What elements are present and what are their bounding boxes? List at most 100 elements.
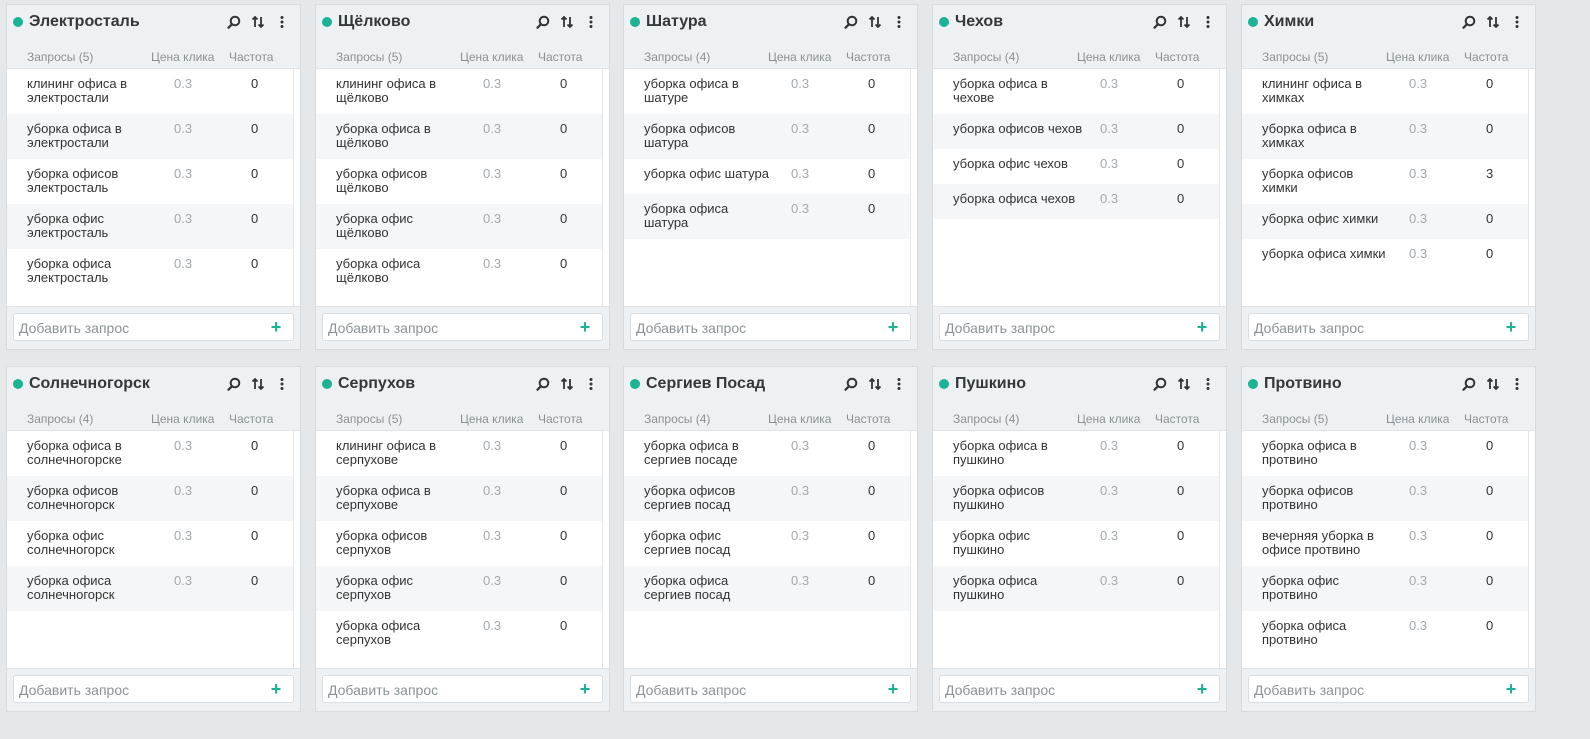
search-icon[interactable] [1457,10,1481,34]
queries-count-header[interactable]: Запросы (4) [953,50,1020,64]
price-header[interactable]: Цена клика [1077,50,1141,64]
query-row[interactable]: вечерняя уборка в офисе протвино 0.3 0 [1242,521,1528,566]
kebab-menu-icon[interactable] [1505,10,1529,34]
add-query-input[interactable] [940,314,1189,342]
query-row[interactable]: уборка офисов солнечногорск 0.3 0 [7,476,293,521]
query-row[interactable]: уборка офиса в сергиев посаде 0.3 0 [624,431,910,476]
query-row[interactable]: уборка офиса протвино 0.3 0 [1242,611,1528,656]
sort-icon[interactable] [1481,10,1505,34]
query-row[interactable]: уборка офисов шатура 0.3 0 [624,114,910,159]
frequency-header[interactable]: Частота [846,50,891,64]
kebab-menu-icon[interactable] [887,10,911,34]
query-row[interactable]: клининг офиса в электростали 0.3 0 [7,69,293,114]
query-row[interactable]: уборка офисов электросталь 0.3 0 [7,159,293,204]
sort-icon[interactable] [1481,372,1505,396]
frequency-header[interactable]: Частота [1155,412,1200,426]
add-query-input[interactable] [1249,314,1498,342]
query-row[interactable]: уборка офисов сергиев посад 0.3 0 [624,476,910,521]
query-row[interactable]: уборка офисов серпухов 0.3 0 [316,521,602,566]
query-row[interactable]: уборка офис серпухов 0.3 0 [316,566,602,611]
plus-icon[interactable]: + [1196,679,1208,699]
search-icon[interactable] [839,10,863,34]
frequency-header[interactable]: Частота [1464,412,1509,426]
sort-icon[interactable] [555,10,579,34]
sort-icon[interactable] [246,372,270,396]
query-row[interactable]: уборка офиса химки 0.3 0 [1242,239,1528,274]
search-icon[interactable] [222,10,246,34]
frequency-header[interactable]: Частота [229,50,274,64]
kebab-menu-icon[interactable] [270,372,294,396]
frequency-header[interactable]: Частота [229,412,274,426]
query-row[interactable]: уборка офисов пушкино 0.3 0 [933,476,1219,521]
sort-icon[interactable] [246,10,270,34]
plus-icon[interactable]: + [1196,317,1208,337]
query-row[interactable]: уборка офиса в электростали 0.3 0 [7,114,293,159]
query-row[interactable]: уборка офис протвино 0.3 0 [1242,566,1528,611]
query-row[interactable]: уборка офиса сергиев посад 0.3 0 [624,566,910,611]
search-icon[interactable] [839,372,863,396]
query-row[interactable]: уборка офиса электросталь 0.3 0 [7,249,293,294]
query-row[interactable]: уборка офис химки 0.3 0 [1242,204,1528,239]
query-row[interactable]: клининг офиса в серпухове 0.3 0 [316,431,602,476]
add-query-input[interactable] [14,676,263,704]
plus-icon[interactable]: + [887,317,899,337]
query-row[interactable]: уборка офиса в пушкино 0.3 0 [933,431,1219,476]
sort-icon[interactable] [1172,372,1196,396]
search-icon[interactable] [1148,10,1172,34]
query-row[interactable]: уборка офиса в серпухове 0.3 0 [316,476,602,521]
add-query-input[interactable] [14,314,263,342]
query-row[interactable]: уборка офис солнечногорск 0.3 0 [7,521,293,566]
frequency-header[interactable]: Частота [1155,50,1200,64]
queries-count-header[interactable]: Запросы (5) [27,50,94,64]
query-row[interactable]: уборка офиса серпухов 0.3 0 [316,611,602,656]
query-row[interactable]: клининг офиса в щёлково 0.3 0 [316,69,602,114]
add-query-input[interactable] [323,314,572,342]
sort-icon[interactable] [863,10,887,34]
query-row[interactable]: уборка офис сергиев посад 0.3 0 [624,521,910,566]
plus-icon[interactable]: + [270,679,282,699]
price-header[interactable]: Цена клика [1386,412,1450,426]
query-row[interactable]: уборка офиса в чехове 0.3 0 [933,69,1219,114]
sort-icon[interactable] [863,372,887,396]
plus-icon[interactable]: + [1505,317,1517,337]
add-query-input[interactable] [323,676,572,704]
plus-icon[interactable]: + [270,317,282,337]
query-row[interactable]: уборка офиса чехов 0.3 0 [933,184,1219,219]
price-header[interactable]: Цена клика [1077,412,1141,426]
queries-count-header[interactable]: Запросы (4) [27,412,94,426]
query-row[interactable]: уборка офиса в солнечногорске 0.3 0 [7,431,293,476]
price-header[interactable]: Цена клика [151,412,215,426]
frequency-header[interactable]: Частота [846,412,891,426]
queries-count-header[interactable]: Запросы (4) [953,412,1020,426]
queries-count-header[interactable]: Запросы (5) [1262,50,1329,64]
query-row[interactable]: уборка офисов химки 0.3 3 [1242,159,1528,204]
query-row[interactable]: клининг офиса в химках 0.3 0 [1242,69,1528,114]
price-header[interactable]: Цена клика [768,50,832,64]
price-header[interactable]: Цена клика [460,50,524,64]
query-row[interactable]: уборка офиса в щёлково 0.3 0 [316,114,602,159]
search-icon[interactable] [1457,372,1481,396]
price-header[interactable]: Цена клика [151,50,215,64]
query-row[interactable]: уборка офиса в протвино 0.3 0 [1242,431,1528,476]
query-row[interactable]: уборка офиса шатура 0.3 0 [624,194,910,239]
search-icon[interactable] [531,372,555,396]
plus-icon[interactable]: + [579,317,591,337]
query-row[interactable]: уборка офис шатура 0.3 0 [624,159,910,194]
add-query-input[interactable] [631,676,880,704]
kebab-menu-icon[interactable] [579,10,603,34]
search-icon[interactable] [531,10,555,34]
price-header[interactable]: Цена клика [1386,50,1450,64]
frequency-header[interactable]: Частота [538,50,583,64]
price-header[interactable]: Цена клика [768,412,832,426]
plus-icon[interactable]: + [1505,679,1517,699]
kebab-menu-icon[interactable] [579,372,603,396]
frequency-header[interactable]: Частота [1464,50,1509,64]
plus-icon[interactable]: + [887,679,899,699]
query-row[interactable]: уборка офиса в химках 0.3 0 [1242,114,1528,159]
add-query-input[interactable] [631,314,880,342]
query-row[interactable]: уборка офиса пушкино 0.3 0 [933,566,1219,611]
queries-count-header[interactable]: Запросы (4) [644,412,711,426]
query-row[interactable]: уборка офиса щёлково 0.3 0 [316,249,602,294]
plus-icon[interactable]: + [579,679,591,699]
price-header[interactable]: Цена клика [460,412,524,426]
